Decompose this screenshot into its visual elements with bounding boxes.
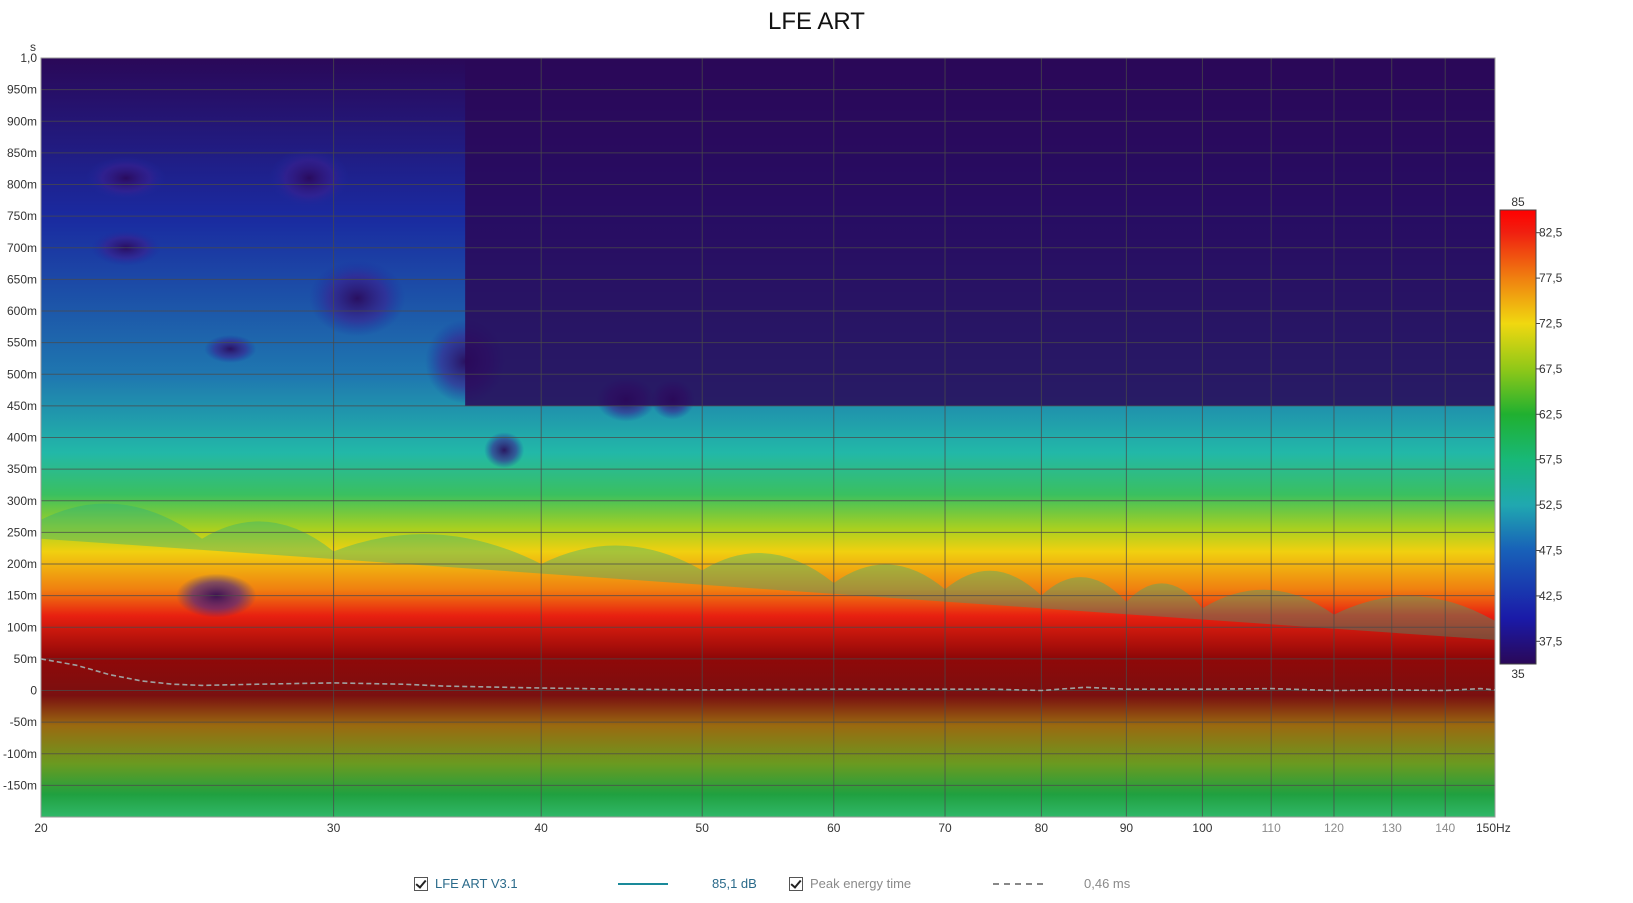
spectrogram-hollow <box>85 156 166 201</box>
y-tick-label: 800m <box>7 178 37 192</box>
colorbar-tick-label: 47,5 <box>1539 544 1563 558</box>
x-axis: 20 30 40 50 60 70 80 90 100 110 120 130 140 150Hz <box>34 821 1510 835</box>
x-tick-label: 140 <box>1435 821 1455 835</box>
spectrogram-hollow <box>204 334 257 363</box>
chart-title: LFE ART <box>768 8 865 35</box>
colorbar-tick-label: 67,5 <box>1539 362 1563 376</box>
plot-area <box>40 57 1496 818</box>
y-axis-unit: s <box>30 40 36 54</box>
x-tick-label: 150Hz <box>1476 821 1511 835</box>
x-tick-label: 20 <box>34 821 48 835</box>
y-tick-label: -100m <box>3 747 37 761</box>
y-tick-label: -150m <box>3 778 37 792</box>
y-tick-label: 1,0 <box>20 51 37 65</box>
colorbar-tick-label: 37,5 <box>1539 634 1563 648</box>
y-tick-label: 550m <box>7 336 37 350</box>
x-tick-label: 110 <box>1262 821 1281 835</box>
peak-energy-value: 0,46 ms <box>1084 876 1131 891</box>
legend-item-peak-energy[interactable]: Peak energy time <box>789 876 911 891</box>
y-tick-label: 900m <box>7 114 37 128</box>
x-tick-label: 90 <box>1120 821 1134 835</box>
y-tick-label: 700m <box>7 241 37 255</box>
colorbar-tick-label: 82,5 <box>1539 226 1563 240</box>
response-checkbox[interactable] <box>414 876 428 891</box>
spectrogram-hollow <box>269 148 350 209</box>
response-label: LFE ART V3.1 <box>435 876 518 891</box>
colorbar-tick-label: 62,5 <box>1539 407 1563 421</box>
colorbar: 85 35 82,5 77,5 72,5 67,5 62,5 57,5 52,5 47,5 42,5… <box>1499 195 1563 681</box>
peak-energy-checkbox[interactable] <box>789 876 803 891</box>
y-axis: 1,0 950m 900m 850m 800m 750m 700m 650m 600m 550m 5… <box>3 51 37 792</box>
y-tick-label: 350m <box>7 462 37 476</box>
x-tick-label: 100 <box>1192 821 1212 835</box>
x-tick-label: 70 <box>938 821 952 835</box>
grid <box>41 58 1495 817</box>
x-tick-label: 120 <box>1324 821 1344 835</box>
peak-energy-label: Peak energy time <box>810 876 912 891</box>
spectrogram-hollow <box>309 260 406 337</box>
y-tick-label: 50m <box>14 652 37 666</box>
y-tick-label: 150m <box>7 589 37 603</box>
x-tick-label: 130 <box>1382 821 1402 835</box>
spectrogram-decayed-region <box>465 58 1495 406</box>
decay-front <box>41 503 1495 640</box>
plot-frame <box>40 57 1496 818</box>
colorbar-gradient <box>1499 209 1537 665</box>
y-tick-label: 300m <box>7 494 37 508</box>
y-tick-label: 650m <box>7 272 37 286</box>
y-tick-label: 500m <box>7 367 37 381</box>
y-tick-label: 0 <box>30 684 37 698</box>
colorbar-tick-label: 42,5 <box>1539 589 1563 603</box>
y-tick-label: -50m <box>10 715 37 729</box>
x-tick-label: 30 <box>327 821 341 835</box>
y-tick-label: 450m <box>7 399 37 413</box>
y-tick-label: 400m <box>7 431 37 445</box>
response-line-swatch <box>618 883 668 885</box>
colorbar-max-label: 85 <box>1511 195 1525 209</box>
y-tick-label: 600m <box>7 304 37 318</box>
spectrogram-hollow <box>484 432 525 469</box>
y-tick-label: 950m <box>7 83 37 97</box>
y-tick-label: 200m <box>7 557 37 571</box>
x-tick-label: 50 <box>696 821 710 835</box>
response-value: 85,1 dB <box>712 876 757 891</box>
y-tick-label: 850m <box>7 146 37 160</box>
colorbar-tick-label: 57,5 <box>1539 453 1563 467</box>
x-tick-label: 40 <box>535 821 549 835</box>
legend-item-response[interactable]: LFE ART V3.1 <box>414 876 518 891</box>
x-tick-label: 80 <box>1035 821 1049 835</box>
peak-energy-time-line <box>40 658 1496 692</box>
colorbar-tick-label: 77,5 <box>1539 271 1563 285</box>
y-tick-label: 100m <box>7 620 37 634</box>
x-tick-label: 60 <box>827 821 841 835</box>
y-tick-label: 750m <box>7 209 37 223</box>
colorbar-tick-label: 72,5 <box>1539 317 1563 331</box>
peak-energy-line-swatch <box>993 883 1043 885</box>
colorbar-tick-label: 52,5 <box>1539 498 1563 512</box>
y-tick-label: 250m <box>7 525 37 539</box>
colorbar-min-label: 35 <box>1511 667 1525 681</box>
